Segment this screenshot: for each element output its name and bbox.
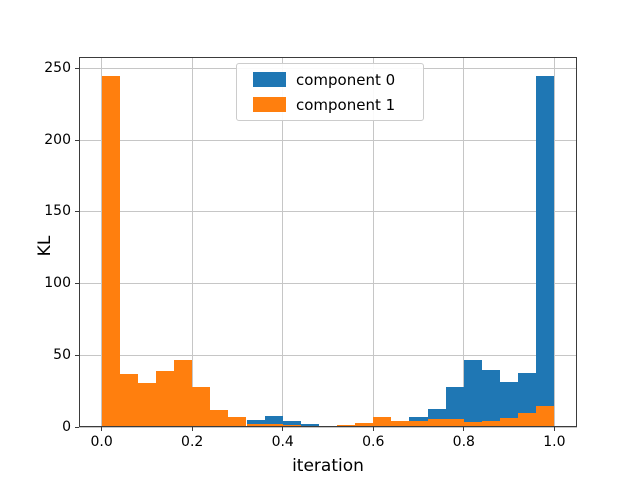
histogram-bar-component-1 <box>337 425 356 427</box>
histogram-bar-component-1 <box>500 417 519 427</box>
x-axis-label: iteration <box>292 456 364 476</box>
histogram-bar-component-0 <box>481 370 501 427</box>
x-tick-label: 0.4 <box>271 434 294 450</box>
legend-label: component 0 <box>296 70 396 89</box>
y-tick <box>75 211 79 213</box>
histogram-bar-component-0 <box>463 359 482 427</box>
x-tick-label: 1.0 <box>543 434 566 450</box>
legend-swatch-component-0 <box>253 72 286 87</box>
histogram-bar-component-1 <box>210 409 229 427</box>
histogram-bar-component-1 <box>445 419 464 427</box>
histogram-bar-component-0 <box>282 421 301 427</box>
histogram-bar-component-0 <box>536 75 555 427</box>
legend: component 0 component 1 <box>236 63 424 121</box>
histogram-bar-component-1 <box>373 416 392 427</box>
bars-layer <box>79 57 577 427</box>
histogram-bar-component-1 <box>137 382 156 427</box>
y-tick <box>75 426 79 428</box>
legend-item: component 1 <box>253 96 423 114</box>
histogram-bar-component-1 <box>300 425 319 427</box>
y-tick <box>75 139 79 141</box>
histogram-bar-component-1 <box>101 75 120 427</box>
x-gridline <box>553 57 555 427</box>
histogram-bar-component-1 <box>481 421 501 427</box>
legend-item: component 0 <box>253 71 423 89</box>
histogram-bar-component-1 <box>536 405 555 427</box>
histogram-bar-component-1 <box>355 422 374 427</box>
x-gridline <box>463 57 465 427</box>
y-gridline <box>79 211 577 213</box>
x-gridline <box>191 57 193 427</box>
histogram-bar-component-0 <box>445 386 464 427</box>
histogram-bar-component-1 <box>282 424 301 427</box>
y-gridline <box>79 426 577 428</box>
histogram-bar-component-0 <box>264 416 283 427</box>
histogram-bar-component-1 <box>192 386 211 427</box>
x-gridline <box>282 57 284 427</box>
y-gridline <box>79 354 577 356</box>
histogram-bar-component-1 <box>246 424 265 427</box>
y-tick <box>75 283 79 285</box>
histogram-bar-component-1 <box>391 420 410 427</box>
y-tick-label: 100 <box>44 275 71 292</box>
y-tick <box>75 67 79 69</box>
x-tick <box>553 427 555 431</box>
y-tick-label: 200 <box>44 131 71 148</box>
y-tick <box>75 354 79 356</box>
histogram-bar-component-1 <box>119 373 138 427</box>
x-tick-label: 0.2 <box>181 434 204 450</box>
x-tick-label: 0.8 <box>452 434 475 450</box>
histogram-bar-component-1 <box>264 424 283 427</box>
y-axis-label: KL <box>35 235 55 257</box>
y-tick-label: 50 <box>53 346 71 363</box>
x-tick <box>101 427 103 431</box>
y-tick-label: 150 <box>44 203 71 220</box>
y-gridline <box>79 139 577 141</box>
y-tick-label: 0 <box>62 418 71 435</box>
histogram-bar-component-1 <box>427 419 446 427</box>
histogram-bar-component-1 <box>174 359 193 427</box>
histogram-bar-component-1 <box>409 421 428 427</box>
x-tick-label: 0.0 <box>90 434 113 450</box>
plot-area: component 0 component 1 0.0 0.2 0.4 0.6 0.8 1.… <box>44 57 577 450</box>
histogram-bar-component-0 <box>300 424 319 427</box>
histogram-bar-component-1 <box>518 412 537 427</box>
histogram-bar-component-1 <box>155 371 175 427</box>
x-tick <box>191 427 193 431</box>
x-tick <box>463 427 465 431</box>
y-gridline <box>79 283 577 285</box>
histogram-bar-component-1 <box>228 416 247 427</box>
x-gridline <box>372 57 374 427</box>
x-tick <box>282 427 284 431</box>
legend-swatch-component-1 <box>253 97 286 112</box>
histogram-bar-component-0 <box>500 381 519 427</box>
histogram-bar-component-1 <box>463 421 482 427</box>
histogram-bar-component-1 <box>318 426 338 427</box>
x-tick-label: 0.6 <box>362 434 385 450</box>
legend-label: component 1 <box>296 95 396 114</box>
histogram-bar-component-0 <box>246 419 265 427</box>
y-tick-label: 250 <box>44 59 71 76</box>
x-tick <box>372 427 374 431</box>
